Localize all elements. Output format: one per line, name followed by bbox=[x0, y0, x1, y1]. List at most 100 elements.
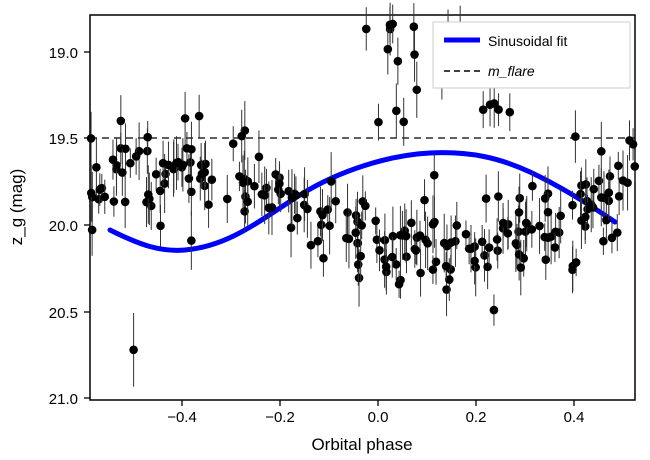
data-point[interactable] bbox=[287, 223, 296, 232]
data-point[interactable] bbox=[462, 230, 471, 239]
data-point[interactable] bbox=[453, 221, 462, 230]
data-point[interactable] bbox=[375, 246, 384, 255]
data-point[interactable] bbox=[493, 235, 502, 244]
flare-data-point[interactable] bbox=[394, 57, 403, 66]
data-point[interactable] bbox=[576, 190, 585, 199]
data-point[interactable] bbox=[389, 232, 398, 241]
data-point[interactable] bbox=[160, 179, 169, 188]
data-point[interactable] bbox=[117, 117, 126, 126]
data-point[interactable] bbox=[187, 187, 196, 196]
data-point[interactable] bbox=[121, 198, 130, 207]
data-point[interactable] bbox=[152, 170, 161, 179]
data-point[interactable] bbox=[293, 214, 302, 223]
data-point[interactable] bbox=[195, 112, 204, 121]
data-point[interactable] bbox=[356, 252, 365, 261]
data-point[interactable] bbox=[490, 306, 499, 315]
flare-data-point[interactable] bbox=[410, 50, 419, 59]
data-point[interactable] bbox=[343, 208, 352, 217]
data-point[interactable] bbox=[544, 208, 553, 217]
data-point[interactable] bbox=[388, 253, 397, 262]
flare-data-point[interactable] bbox=[386, 21, 395, 30]
data-point[interactable] bbox=[92, 163, 101, 172]
data-point[interactable] bbox=[482, 194, 491, 203]
data-point[interactable] bbox=[515, 208, 524, 217]
flare-data-point[interactable] bbox=[392, 107, 401, 116]
data-point[interactable] bbox=[416, 269, 425, 278]
data-point[interactable] bbox=[258, 190, 267, 199]
data-point[interactable] bbox=[235, 172, 244, 181]
data-point[interactable] bbox=[355, 274, 364, 283]
data-point[interactable] bbox=[198, 170, 207, 179]
data-point[interactable] bbox=[288, 194, 297, 203]
data-point[interactable] bbox=[132, 152, 141, 161]
data-point[interactable] bbox=[478, 237, 487, 246]
data-point[interactable] bbox=[608, 234, 617, 243]
data-point[interactable] bbox=[589, 203, 598, 212]
data-point[interactable] bbox=[442, 262, 451, 271]
data-point[interactable] bbox=[197, 161, 206, 170]
data-point[interactable] bbox=[577, 216, 586, 225]
outlier-data-point[interactable] bbox=[129, 345, 138, 354]
data-point[interactable] bbox=[571, 132, 580, 141]
data-point[interactable] bbox=[88, 226, 97, 235]
flare-data-point[interactable] bbox=[505, 108, 514, 117]
data-point[interactable] bbox=[577, 181, 586, 190]
data-point[interactable] bbox=[255, 153, 264, 162]
data-point[interactable] bbox=[504, 229, 513, 238]
data-point[interactable] bbox=[555, 228, 564, 237]
data-point[interactable] bbox=[237, 132, 246, 141]
data-point[interactable] bbox=[187, 145, 196, 154]
data-point[interactable] bbox=[551, 243, 560, 252]
data-point[interactable] bbox=[126, 159, 135, 168]
data-point[interactable] bbox=[568, 266, 577, 275]
data-point[interactable] bbox=[331, 197, 340, 206]
data-point[interactable] bbox=[602, 216, 611, 225]
data-point[interactable] bbox=[625, 136, 634, 145]
data-point[interactable] bbox=[243, 197, 252, 206]
data-point[interactable] bbox=[229, 139, 238, 148]
data-point[interactable] bbox=[493, 246, 502, 255]
data-point[interactable] bbox=[181, 114, 190, 123]
data-point[interactable] bbox=[429, 265, 438, 274]
data-point[interactable] bbox=[528, 182, 537, 191]
data-point[interactable] bbox=[412, 246, 421, 255]
data-point[interactable] bbox=[118, 168, 127, 177]
data-point[interactable] bbox=[100, 193, 109, 202]
data-point[interactable] bbox=[615, 192, 624, 201]
data-point[interactable] bbox=[416, 231, 425, 240]
data-point[interactable] bbox=[351, 228, 360, 237]
data-point[interactable] bbox=[144, 190, 153, 199]
data-point[interactable] bbox=[606, 172, 615, 181]
data-point[interactable] bbox=[354, 260, 363, 269]
data-point[interactable] bbox=[568, 201, 577, 210]
data-point[interactable] bbox=[361, 202, 370, 211]
data-point[interactable] bbox=[447, 238, 456, 247]
data-point[interactable] bbox=[110, 197, 119, 206]
data-point[interactable] bbox=[420, 196, 429, 205]
data-point[interactable] bbox=[357, 221, 366, 230]
flare-data-point[interactable] bbox=[362, 25, 371, 34]
data-point[interactable] bbox=[345, 235, 354, 244]
flare-data-point[interactable] bbox=[384, 45, 393, 54]
data-point[interactable] bbox=[595, 177, 604, 186]
data-point[interactable] bbox=[396, 231, 405, 240]
data-point[interactable] bbox=[275, 179, 284, 188]
data-point[interactable] bbox=[599, 237, 608, 246]
data-point[interactable] bbox=[87, 189, 96, 198]
flare-data-point[interactable] bbox=[410, 22, 419, 31]
data-point[interactable] bbox=[307, 241, 316, 250]
data-point[interactable] bbox=[187, 236, 196, 245]
data-point[interactable] bbox=[513, 241, 522, 250]
data-point[interactable] bbox=[319, 254, 328, 263]
data-point[interactable] bbox=[186, 158, 195, 167]
data-point[interactable] bbox=[521, 227, 530, 236]
data-point[interactable] bbox=[325, 221, 334, 230]
data-point[interactable] bbox=[556, 212, 565, 221]
data-point[interactable] bbox=[143, 133, 152, 142]
data-point[interactable] bbox=[172, 159, 181, 168]
data-point[interactable] bbox=[268, 203, 277, 212]
data-point[interactable] bbox=[605, 188, 614, 197]
data-point[interactable] bbox=[535, 222, 544, 231]
data-point[interactable] bbox=[250, 182, 259, 191]
flare-data-point[interactable] bbox=[486, 100, 495, 109]
